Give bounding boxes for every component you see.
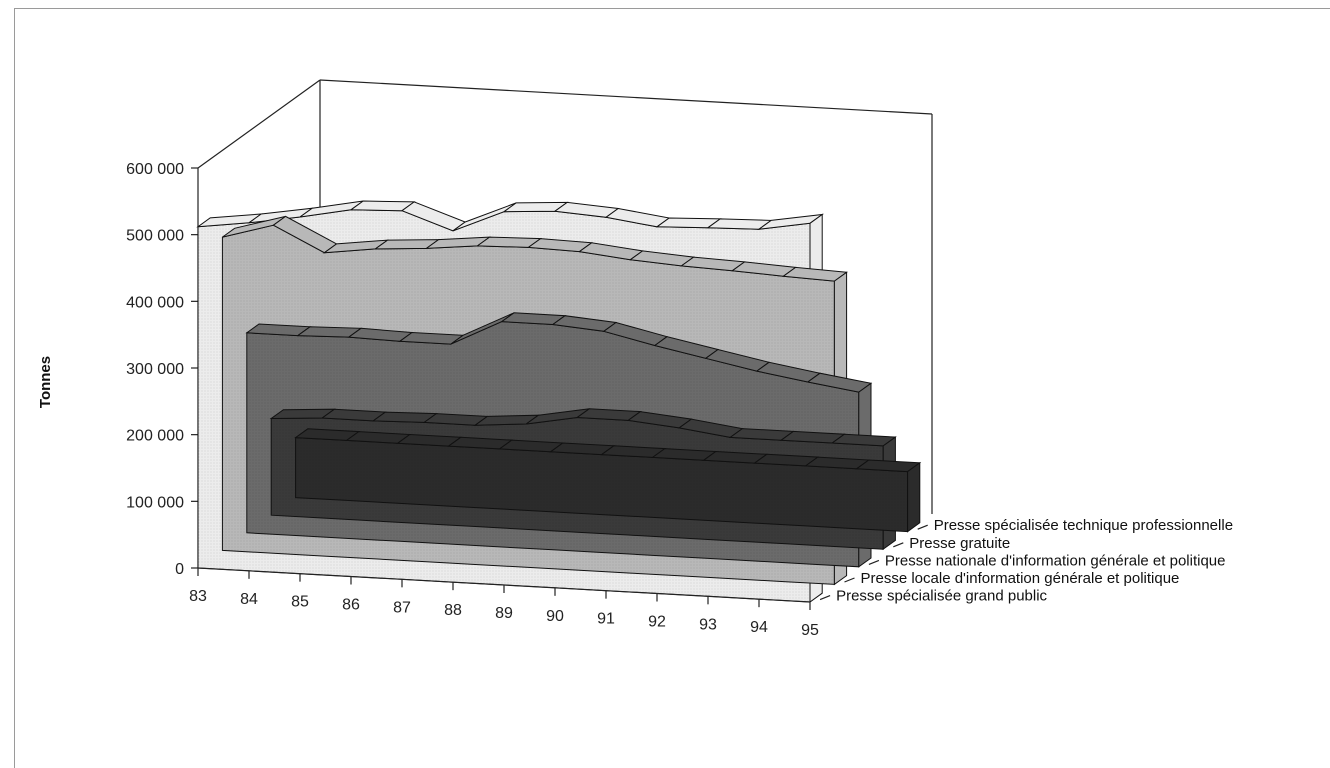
x-tick-label: 91	[597, 611, 615, 628]
y-tick-label: 500 000	[126, 228, 184, 245]
y-axis: 0 100 000 200 000 300 000 400 000 500 000 600 …	[126, 161, 198, 578]
x-axis: 83 84 85 86 87 88 89 90 91 92 93 94 95	[189, 567, 819, 639]
top-depth-edge	[197, 79, 321, 169]
legend-label: Presse spécialisée grand public	[836, 588, 1047, 605]
legend-tick-mark	[893, 542, 904, 548]
x-tick-label: 88	[444, 602, 462, 619]
x-tick-label: 93	[699, 616, 717, 633]
y-tick-label: 400 000	[126, 294, 184, 311]
series-area-texture	[295, 437, 908, 532]
x-tick-label: 92	[648, 614, 666, 631]
legend-label: Presse spécialisée technique professionn…	[934, 517, 1233, 534]
y-tick-label: 300 000	[126, 361, 184, 378]
legend-tick-mark	[819, 595, 831, 601]
y-tick-label: 0	[175, 561, 184, 578]
x-tick-label: 95	[801, 622, 819, 639]
x-tick-label: 87	[393, 599, 411, 616]
legend-tick-mark	[917, 524, 928, 530]
x-tick-label: 90	[546, 608, 564, 625]
chart-frame	[14, 8, 1330, 768]
y-tick-label: 200 000	[126, 428, 184, 445]
x-tick-label: 84	[240, 591, 258, 608]
y-axis-title: Tonnes	[37, 356, 54, 408]
y-tick-label: 100 000	[126, 494, 184, 511]
y-tick-label: 600 000	[126, 161, 184, 178]
legend-label: Presse nationale d'information générale …	[885, 552, 1226, 569]
series-ribbon	[294, 428, 922, 533]
x-tick-label: 83	[189, 588, 207, 605]
legend: Presse spécialisée technique professionn…	[819, 517, 1233, 605]
legend-label: Presse locale d'information générale et …	[861, 570, 1180, 587]
legend-tick-mark	[844, 577, 855, 583]
x-tick-label: 86	[342, 597, 360, 614]
legend-tick-mark	[868, 559, 880, 565]
x-tick-label: 89	[495, 605, 513, 622]
x-tick-label: 85	[291, 594, 309, 611]
series-end-cap	[907, 461, 921, 533]
back-wall-top-edge	[319, 79, 933, 115]
legend-label: Presse gratuite	[909, 535, 1010, 552]
x-tick-label: 94	[750, 619, 768, 636]
series-ribbons	[196, 200, 922, 603]
